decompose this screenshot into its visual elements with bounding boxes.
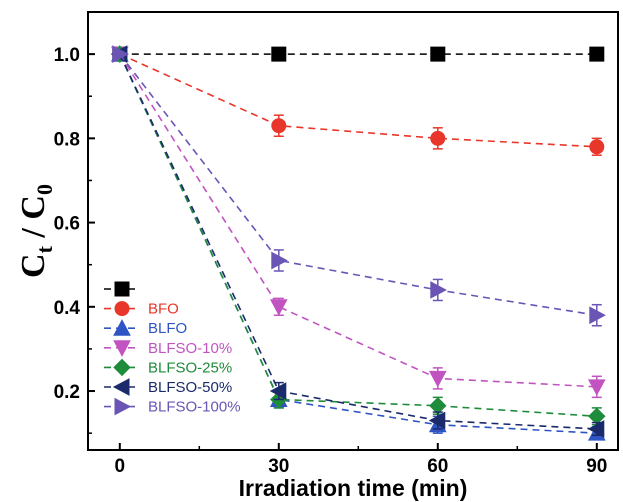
data-point (430, 281, 447, 299)
legend-label: BLFSO-25% (148, 359, 232, 376)
y-label-sub-t: t (32, 245, 57, 253)
x-tick-label: 90 (586, 456, 607, 477)
x-tick-label: 60 (427, 456, 448, 477)
data-point (428, 370, 447, 388)
legend-label: BLFSO-100% (148, 399, 241, 416)
series-blfso-10- (110, 46, 606, 399)
y-tick-label: 1.0 (54, 45, 80, 66)
series-line (119, 53, 597, 418)
legend-entry: BFO (104, 301, 179, 318)
data-point (430, 46, 446, 62)
legend-label: BLFSO-10% (148, 340, 232, 357)
x-axis-ticks: 0 30 60 90 (115, 443, 607, 477)
y-tick-label: 0.2 (54, 382, 80, 403)
y-label-c0: C (15, 195, 52, 220)
legend-marker (113, 319, 131, 336)
legend-label: BLFSO-50% (148, 379, 232, 396)
series-bfo (112, 46, 605, 156)
data-point (428, 411, 446, 430)
series-line (119, 53, 597, 388)
y-tick-label: 0.6 (54, 214, 80, 235)
y-label-sep: / (15, 220, 52, 246)
legend-marker (112, 378, 130, 396)
y-tick-label: 0.8 (54, 129, 80, 150)
data-point (587, 379, 606, 396)
legend-entry: BLFSO-100% (104, 397, 241, 416)
legend-marker (113, 358, 131, 377)
series-blfso-100- (112, 45, 606, 327)
y-label-sub-0: 0 (32, 184, 57, 195)
data-point (589, 46, 605, 62)
plot-frame (87, 11, 619, 451)
legend: BFO BLFO BLFSO-10% BLFSO-25% BLFSO-50% BLFSO-… (104, 281, 241, 416)
data-point (271, 251, 288, 270)
legend-label: BFO (148, 301, 179, 318)
legend-entry: BLFO (104, 319, 187, 337)
legend-entry (104, 281, 140, 297)
data-point (589, 306, 606, 325)
y-tick-label: 0.4 (54, 298, 81, 319)
legend-marker (114, 301, 130, 317)
data-point (587, 420, 605, 438)
data-point (112, 45, 129, 63)
x-tick-label: 30 (268, 456, 289, 477)
data-point (589, 139, 605, 155)
data-point (269, 382, 287, 400)
series-control (112, 46, 605, 62)
y-axis-label: Ct / C0 (15, 184, 57, 278)
legend-entry: BLFSO-10% (104, 340, 232, 357)
series-line (119, 53, 597, 430)
legend-marker (114, 397, 132, 416)
series-layer (110, 45, 606, 441)
legend-marker (113, 340, 131, 357)
data-point (271, 118, 287, 134)
legend-label: BLFO (148, 320, 187, 337)
legend-entry: BLFSO-25% (104, 358, 232, 377)
series-line (119, 53, 597, 434)
x-axis-label: Irradiation time (min) (239, 475, 468, 501)
y-label-c: C (15, 253, 52, 278)
y-axis-ticks: 0.2 0.4 0.6 0.8 1.0 (54, 11, 95, 434)
series-line (119, 53, 597, 317)
legend-entry: BLFSO-50% (104, 378, 232, 396)
data-point (430, 130, 446, 146)
data-point (271, 46, 287, 62)
series-line (119, 53, 597, 148)
x-tick-label: 0 (115, 456, 126, 477)
legend-marker (114, 281, 130, 297)
data-point (269, 299, 288, 316)
